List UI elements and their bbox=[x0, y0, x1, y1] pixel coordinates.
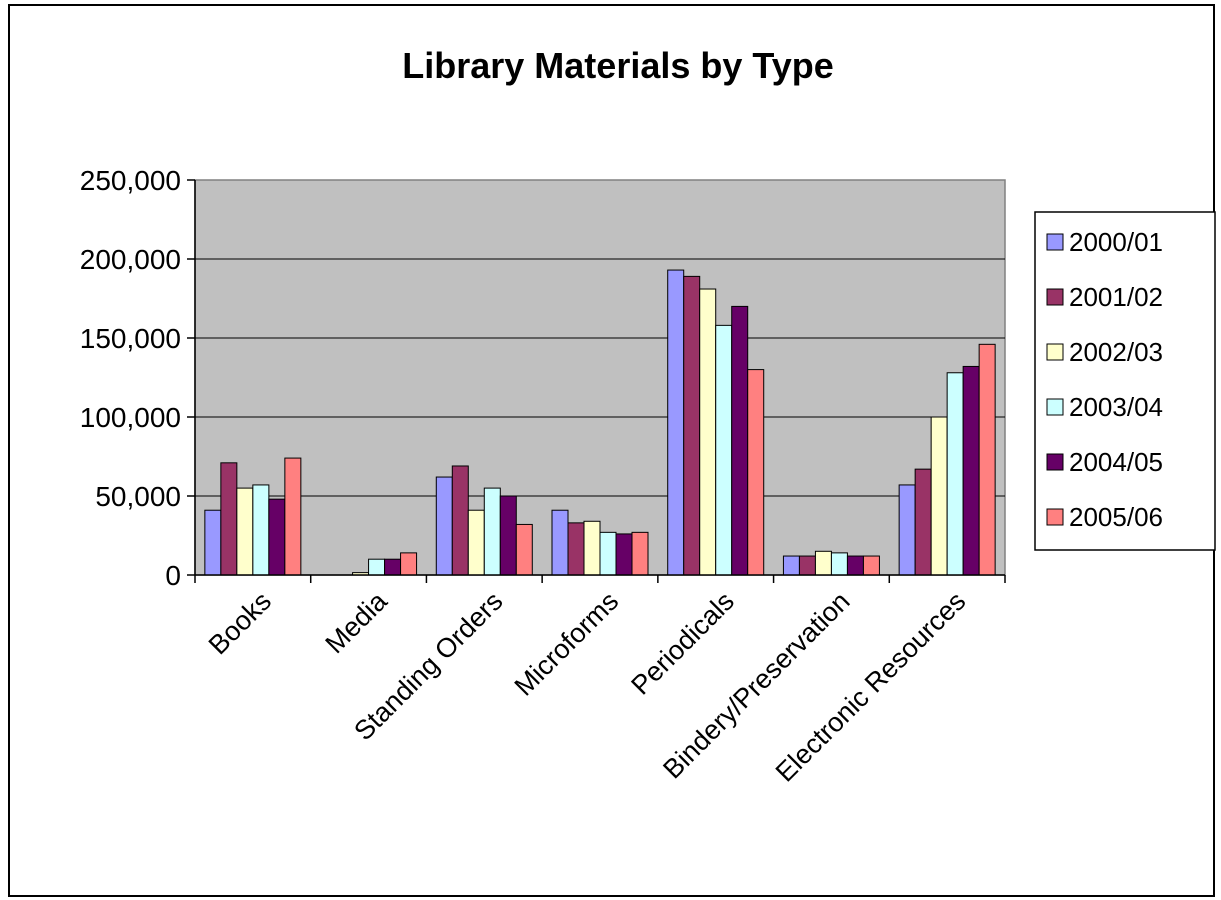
bar-2004-05-0 bbox=[268, 498, 286, 576]
bar-2005-06-4 bbox=[747, 369, 765, 576]
legend-swatch bbox=[1046, 398, 1064, 416]
bar-2002-03-0 bbox=[236, 487, 254, 576]
bar-2002-03-5 bbox=[814, 550, 832, 576]
bar-2005-06-3 bbox=[631, 531, 649, 576]
x-category-label: Periodicals bbox=[625, 586, 740, 701]
bar-2002-03-2 bbox=[467, 509, 485, 576]
legend-label: 2003/04 bbox=[1069, 392, 1163, 422]
x-category-label: Books bbox=[203, 586, 277, 660]
bar-2005-06-5 bbox=[862, 555, 880, 576]
legend-label: 2005/06 bbox=[1069, 502, 1163, 532]
bar-2000-01-5 bbox=[782, 555, 800, 576]
y-tick-label: 250,000 bbox=[80, 165, 181, 196]
legend-swatch bbox=[1046, 233, 1064, 251]
bar-2001-02-4 bbox=[683, 275, 701, 576]
bar-2003-04-5 bbox=[830, 552, 848, 576]
legend-swatch bbox=[1046, 288, 1064, 306]
bar-2003-04-2 bbox=[483, 487, 501, 576]
bar-2003-04-4 bbox=[715, 324, 733, 576]
x-category-label: Microforms bbox=[509, 586, 625, 702]
y-tick-label: 50,000 bbox=[95, 481, 181, 512]
bar-2000-01-6 bbox=[898, 484, 916, 576]
bar-2001-02-5 bbox=[798, 555, 816, 576]
bar-2004-05-2 bbox=[499, 495, 517, 576]
bar-2005-06-6 bbox=[978, 343, 996, 576]
x-category-label: Bindery/Preservation bbox=[657, 586, 855, 784]
bar-2004-05-1 bbox=[384, 558, 402, 576]
bar-2003-04-0 bbox=[252, 484, 270, 576]
bar-2001-02-3 bbox=[567, 522, 585, 576]
bar-2004-05-3 bbox=[615, 533, 633, 576]
axes bbox=[194, 180, 1005, 576]
bar-2002-03-4 bbox=[699, 288, 717, 576]
x-category-label: Media bbox=[320, 585, 394, 659]
bar-2003-04-3 bbox=[599, 531, 617, 576]
bar-2004-05-6 bbox=[962, 365, 980, 576]
y-tick-label: 200,000 bbox=[80, 244, 181, 275]
bar-2004-05-4 bbox=[731, 305, 749, 576]
x-category-label: Electronic Resources bbox=[770, 586, 972, 788]
bars bbox=[204, 269, 996, 576]
y-tick-label: 100,000 bbox=[80, 402, 181, 433]
legend: 2000/01 2001/02 2002/03 2003/04 2004/05 2005/… bbox=[1034, 211, 1216, 551]
legend-swatch bbox=[1046, 508, 1064, 526]
bar-2003-04-1 bbox=[368, 558, 386, 576]
bar-2000-01-4 bbox=[667, 269, 685, 576]
bar-2003-04-6 bbox=[946, 372, 964, 576]
legend-label: 2001/02 bbox=[1069, 282, 1163, 312]
bar-2005-06-0 bbox=[284, 457, 302, 576]
bar-2005-06-1 bbox=[400, 552, 418, 576]
bar-2001-02-0 bbox=[220, 462, 238, 576]
legend-swatch bbox=[1046, 343, 1064, 361]
bar-2004-05-5 bbox=[846, 555, 864, 576]
bar-2005-06-2 bbox=[515, 523, 533, 576]
legend-label: 2004/05 bbox=[1069, 447, 1163, 477]
legend-label: 2002/03 bbox=[1069, 337, 1163, 367]
y-tick-label: 0 bbox=[165, 560, 181, 591]
bar-2001-02-2 bbox=[451, 465, 469, 576]
bar-2002-03-3 bbox=[583, 520, 601, 576]
legend-swatch bbox=[1046, 453, 1064, 471]
bar-2000-01-2 bbox=[435, 476, 453, 576]
bar-2000-01-0 bbox=[204, 509, 222, 576]
plot-area bbox=[194, 179, 1006, 576]
bar-2001-02-6 bbox=[914, 468, 932, 576]
chart-title: Library Materials by Type bbox=[402, 45, 834, 86]
bar-2000-01-3 bbox=[551, 509, 569, 576]
y-axis-ticks: 0 50,000 100,000 150,000 200,000 250,000 bbox=[80, 165, 195, 591]
y-tick-label: 150,000 bbox=[80, 323, 181, 354]
bar-2002-03-6 bbox=[930, 416, 948, 576]
legend-label: 2000/01 bbox=[1069, 227, 1163, 257]
legend-box bbox=[1034, 211, 1216, 551]
gridlines bbox=[195, 258, 1005, 497]
